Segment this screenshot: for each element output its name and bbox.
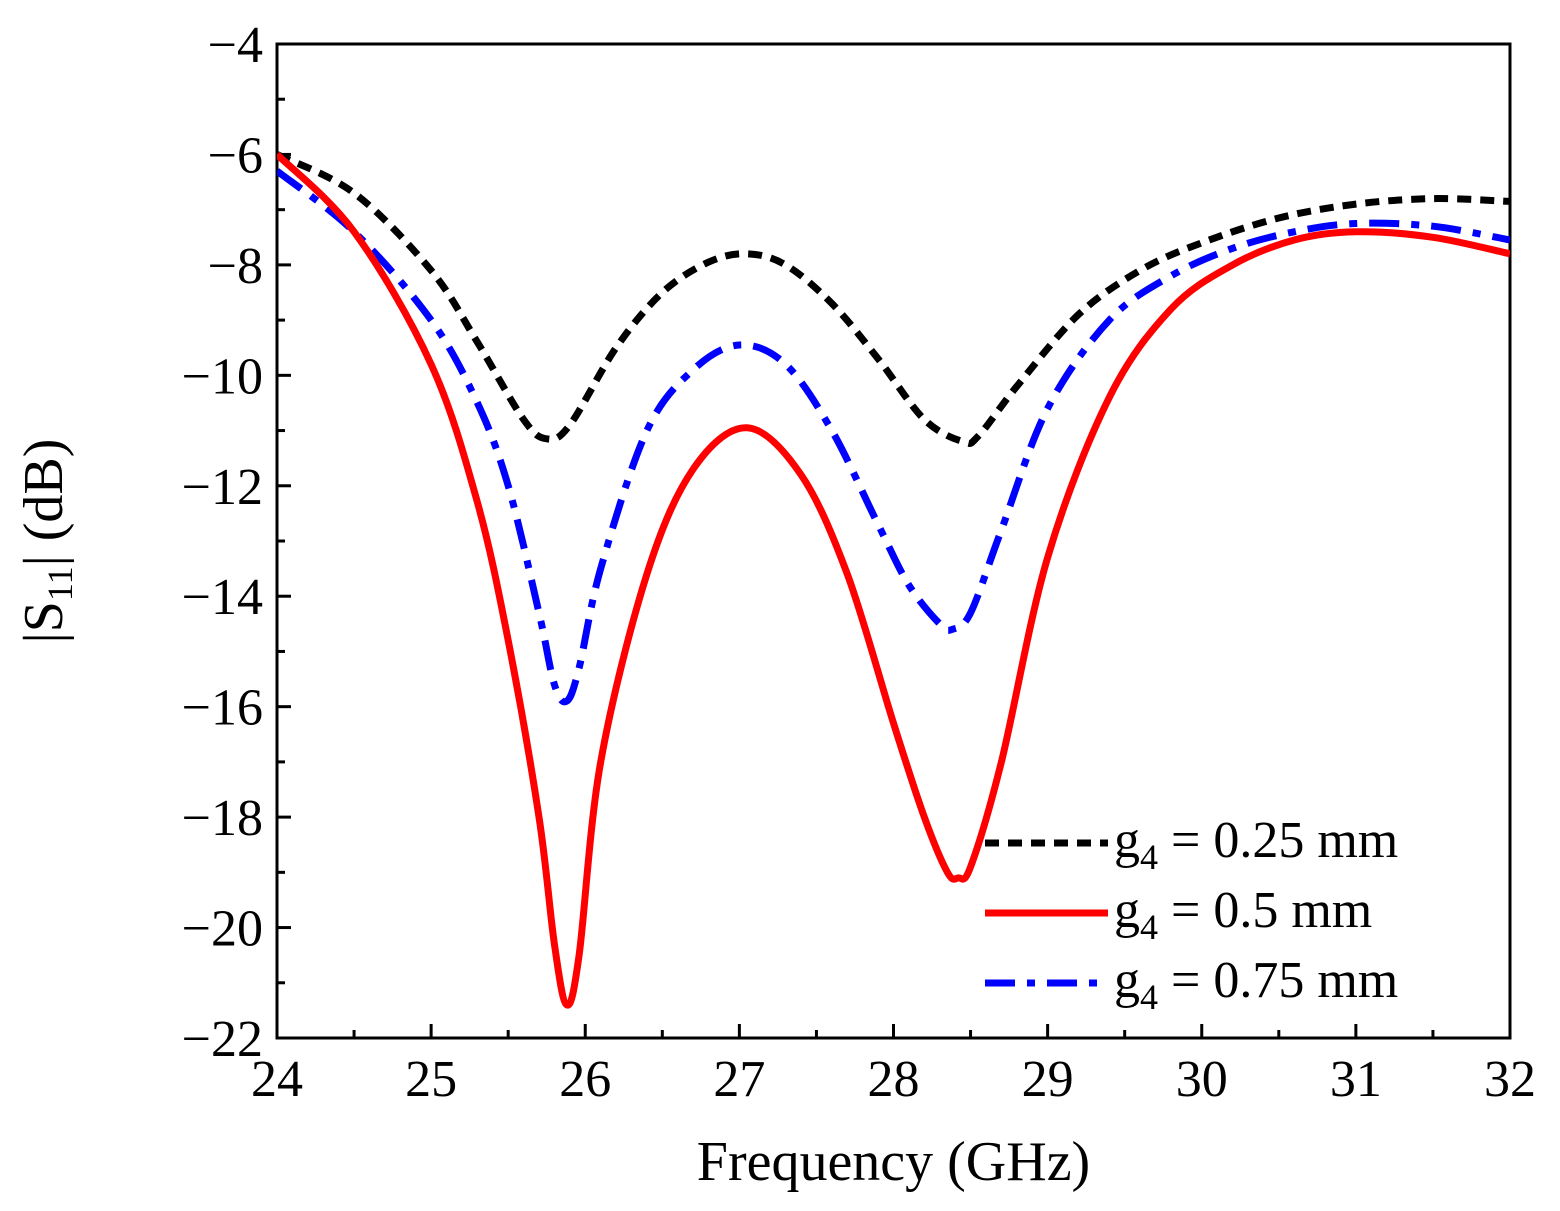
y-axis-title-prefix: |S [13, 601, 75, 643]
legend-label-rest: = 0.75 mm [1158, 952, 1398, 1009]
y-tick-label: −8 [208, 238, 263, 295]
legend-label-rest: = 0.5 mm [1158, 882, 1372, 939]
y-tick-label: −16 [182, 680, 263, 737]
y-tick-label: −22 [182, 1011, 263, 1068]
x-tick-label: 25 [405, 1051, 457, 1108]
y-axis-title-suffix: | (dB) [13, 439, 75, 567]
y-tick-label: −12 [182, 459, 263, 516]
x-tick-label: 30 [1176, 1051, 1228, 1108]
y-tick-label: −18 [182, 790, 263, 847]
axis-ticks [275, 42, 1512, 1040]
legend-label-3: g4 = 0.75 mm [1114, 952, 1398, 1017]
y-tick-label: −6 [208, 127, 263, 184]
axis-tick-labels: 24 25 26 27 28 29 30 31 32 −22 −20 −18 −16 −14 −12 −10 −… [182, 17, 1536, 1108]
legend-label-symbol: g [1114, 812, 1140, 869]
x-axis-title: Frequency (GHz) [697, 1131, 1090, 1193]
x-tick-label: 28 [868, 1051, 920, 1108]
legend-label-2: g4 = 0.5 mm [1114, 882, 1372, 947]
series-layer [277, 151, 1510, 1009]
legend-label-1: g4 = 0.25 mm [1114, 812, 1398, 877]
x-tick-label: 29 [1022, 1051, 1074, 1108]
legend-label-symbol: g [1114, 882, 1140, 939]
y-tick-label: −14 [182, 569, 263, 626]
x-tick-label: 27 [713, 1051, 765, 1108]
series-line-3 [277, 168, 1510, 706]
x-tick-label: 26 [559, 1051, 611, 1108]
legend-label-subscript: 4 [1140, 977, 1158, 1017]
y-axis-title-subscript: 11 [40, 566, 80, 601]
series-line-1 [277, 151, 1510, 447]
y-axis-title: |S11| (dB) [13, 439, 80, 644]
y-tick-label: −20 [182, 901, 263, 958]
legend-label-rest: = 0.25 mm [1158, 812, 1398, 869]
legend-label-subscript: 4 [1140, 837, 1158, 877]
y-tick-label: −10 [182, 348, 263, 405]
legend-label-symbol: g [1114, 952, 1140, 1009]
x-tick-label: 31 [1330, 1051, 1382, 1108]
x-tick-label: 32 [1484, 1051, 1536, 1108]
series-line-2 [277, 151, 1510, 1009]
x-tick-label: 24 [251, 1051, 303, 1108]
y-tick-label: −4 [208, 17, 263, 74]
legend-label-subscript: 4 [1140, 907, 1158, 947]
